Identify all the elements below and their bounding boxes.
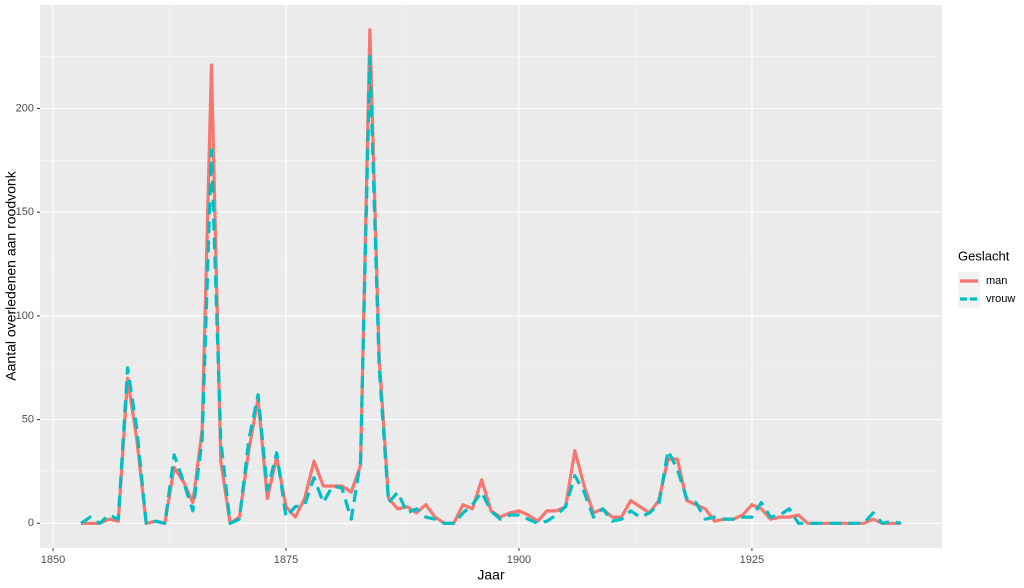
series-line <box>81 28 901 525</box>
panel <box>40 5 942 548</box>
y-tick-label: 50 <box>22 414 34 426</box>
grid <box>40 5 942 548</box>
y-tick-label: 150 <box>16 206 34 218</box>
x-tick-label: 1900 <box>507 554 531 566</box>
x-tick-label: 1875 <box>274 554 298 566</box>
legend-key <box>958 290 980 308</box>
x-axis-title: Jaar <box>477 567 505 583</box>
x-tick-label: 1925 <box>740 554 764 566</box>
x-tick-label: 1850 <box>41 554 65 566</box>
lines <box>80 28 902 525</box>
legend: Geslacht man vrouw <box>958 248 1015 308</box>
axes: 0 50 100 150 200 1850 1875 1900 1925 <box>16 102 765 566</box>
series-line <box>80 55 902 525</box>
y-tick-label: 0 <box>28 517 34 529</box>
legend-title: Geslacht <box>958 248 1010 263</box>
y-tick-label: 200 <box>16 102 34 114</box>
y-axis-title: Aantal overledenen aan roodvonk <box>3 170 19 380</box>
y-tick-label: 100 <box>16 310 34 322</box>
legend-label: man <box>986 275 1007 287</box>
legend-label: vrouw <box>986 293 1015 305</box>
